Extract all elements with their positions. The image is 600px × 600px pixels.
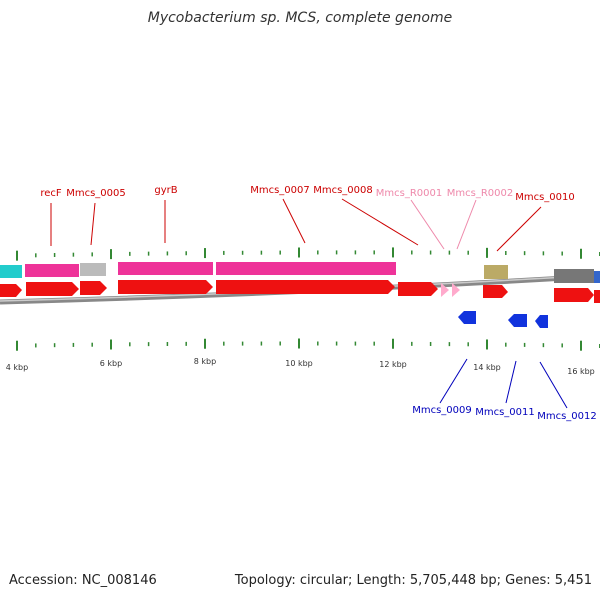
cds-arrow-mmcs-0012[interactable] bbox=[535, 315, 548, 328]
feature-cyan[interactable] bbox=[0, 265, 22, 278]
label-leaders bbox=[50, 198, 568, 409]
feature-olive[interactable] bbox=[484, 265, 508, 279]
genome-summary-text: Topology: circular; Length: 5,705,448 bp… bbox=[234, 573, 592, 588]
gene-label-mmcs-0005: Mmcs_0005 bbox=[66, 188, 126, 199]
cds-arrow-mmcs-0007[interactable] bbox=[216, 280, 395, 294]
leader-mmcs-0007 bbox=[282, 198, 306, 244]
feature-mmcs-0007-block[interactable] bbox=[216, 262, 396, 275]
feature-gyrb-block[interactable] bbox=[118, 262, 213, 275]
cds-arrow-mmcs-0005[interactable] bbox=[80, 281, 107, 295]
leader-mmcs-0011 bbox=[505, 360, 517, 404]
cds-arrow-mmcs-0010[interactable] bbox=[483, 285, 508, 298]
gene-label-mmcs-r0002: Mmcs_R0002 bbox=[447, 188, 513, 199]
gene-label-gyrb: gyrB bbox=[154, 185, 177, 196]
kbp-label-10: 10 kbp bbox=[285, 359, 313, 368]
gene-label-mmcs-0009: Mmcs_0009 bbox=[412, 405, 472, 416]
feature-dark-gray[interactable] bbox=[554, 269, 594, 283]
gene-label-mmcs-r0001: Mmcs_R0001 bbox=[376, 188, 442, 199]
kbp-label-12: 12 kbp bbox=[379, 360, 407, 369]
gene-label-mmcs-0012: Mmcs_0012 bbox=[537, 411, 597, 422]
kbp-label-16: 16 kbp bbox=[567, 367, 595, 376]
cds-arrow-recf[interactable] bbox=[26, 282, 79, 296]
map-title: Mycobacterium sp. MCS, complete genome bbox=[147, 10, 453, 26]
kbp-label-14: 14 kbp bbox=[473, 363, 501, 372]
forward-cds-track bbox=[0, 280, 600, 303]
gene-label-recf: recF bbox=[40, 188, 62, 199]
leader-mmcs-0005 bbox=[90, 202, 96, 246]
leader-mmcs-0009 bbox=[439, 358, 468, 404]
cds-arrow-mmcs-0011[interactable] bbox=[508, 314, 527, 327]
cds-arrow-gyrb[interactable] bbox=[118, 280, 213, 294]
cds-arrow-mmcs-0008[interactable] bbox=[398, 282, 438, 296]
bottom-scale-ticks bbox=[16, 338, 600, 351]
cds-arrow[interactable] bbox=[594, 290, 600, 303]
gene-label-mmcs-0010: Mmcs_0010 bbox=[515, 192, 575, 203]
leader-mmcs-0010 bbox=[496, 206, 542, 252]
kbp-scale-labels: 4 kbp 6 kbp 8 kbp 10 kbp 12 kbp 14 kbp 1… bbox=[6, 357, 595, 376]
top-scale-ticks bbox=[16, 247, 600, 261]
kbp-label-8: 8 kbp bbox=[194, 357, 216, 366]
rna-arrow-r0002[interactable] bbox=[452, 283, 460, 297]
leader-mmcs-0008 bbox=[341, 198, 419, 246]
feature-gray[interactable] bbox=[80, 263, 106, 276]
leader-r0001 bbox=[410, 199, 445, 250]
reverse-cds-track bbox=[458, 311, 548, 328]
rna-arrow-r0001[interactable] bbox=[441, 283, 449, 297]
leader-r0002 bbox=[456, 199, 477, 250]
feature-recf-block[interactable] bbox=[25, 264, 79, 277]
kbp-label-6: 6 kbp bbox=[100, 359, 122, 368]
cds-arrow[interactable] bbox=[554, 288, 594, 302]
feature-blue[interactable] bbox=[594, 271, 600, 283]
leader-mmcs-0012 bbox=[539, 361, 568, 409]
cds-arrow[interactable] bbox=[0, 284, 22, 297]
kbp-label-4: 4 kbp bbox=[6, 363, 28, 372]
feature-track bbox=[0, 262, 600, 283]
gene-label-mmcs-0011: Mmcs_0011 bbox=[475, 407, 535, 418]
accession-text: Accession: NC_008146 bbox=[9, 573, 157, 588]
gene-label-mmcs-0007: Mmcs_0007 bbox=[250, 185, 310, 196]
cds-arrow-mmcs-0009[interactable] bbox=[458, 311, 476, 324]
gene-labels: recF Mmcs_0005 gyrB Mmcs_0007 Mmcs_0008 … bbox=[40, 185, 596, 422]
gene-label-mmcs-0008: Mmcs_0008 bbox=[313, 185, 373, 196]
